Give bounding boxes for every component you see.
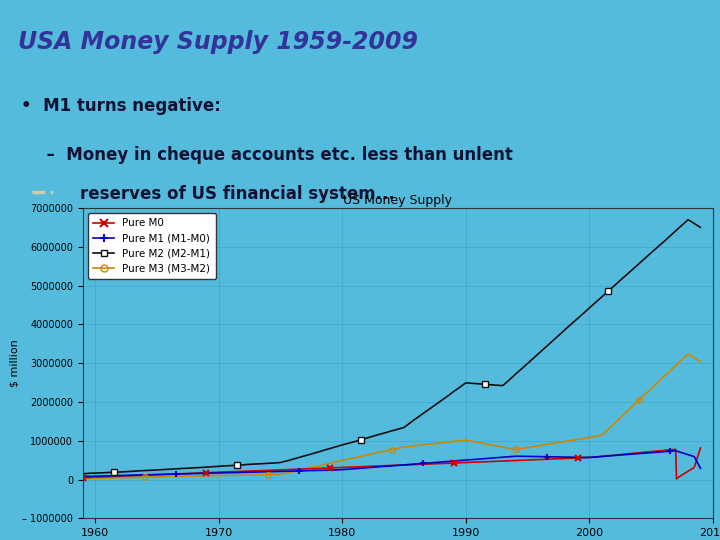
Title: US Money Supply: US Money Supply <box>343 194 452 207</box>
Y-axis label: $ million: $ million <box>9 339 19 387</box>
Legend: Pure M0, Pure M1 (M1-M0), Pure M2 (M2-M1), Pure M3 (M3-M2): Pure M0, Pure M1 (M1-M0), Pure M2 (M2-M1… <box>88 213 215 279</box>
Text: •  M1 turns negative:: • M1 turns negative: <box>22 97 221 114</box>
Text: reserves of US financial system...: reserves of US financial system... <box>57 185 395 203</box>
Text: USA Money Supply 1959-2009: USA Money Supply 1959-2009 <box>18 30 418 54</box>
Text: –  Money in cheque accounts etc. less than unlent: – Money in cheque accounts etc. less tha… <box>35 146 513 164</box>
